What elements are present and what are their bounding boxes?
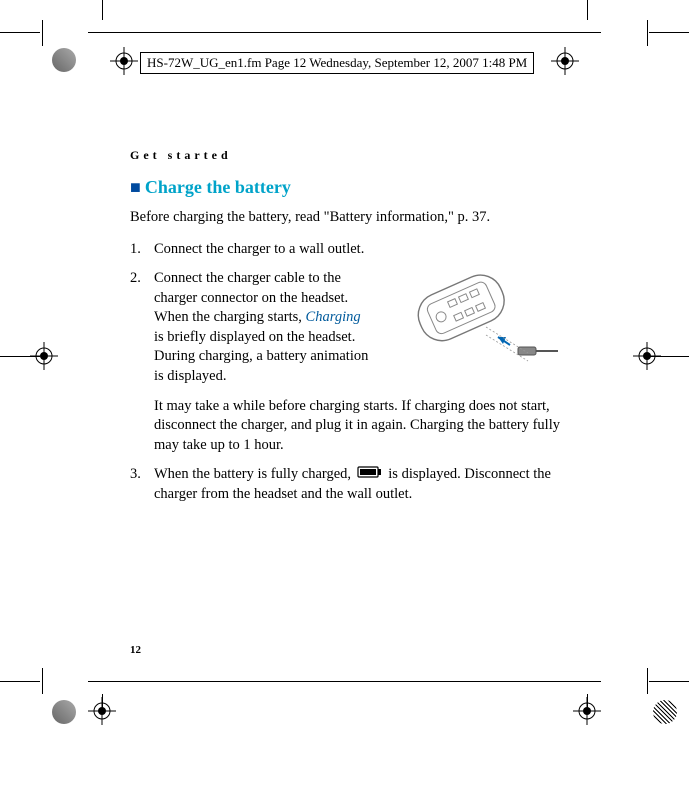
crop-line	[102, 0, 103, 20]
headset-charging-illustration	[380, 265, 560, 375]
page: HS-72W_UG_en1.fm Page 12 Wednesday, Sept…	[0, 0, 689, 808]
corner-circle-solid	[52, 48, 76, 72]
heading-title: Charge the battery	[145, 177, 291, 197]
step-1: 1. Connect the charger to a wall outlet.	[130, 240, 560, 260]
crop-line	[88, 681, 601, 682]
registration-mark	[633, 342, 661, 370]
registration-mark	[88, 697, 116, 725]
battery-full-icon	[357, 465, 383, 485]
charging-label: Charging	[306, 309, 361, 325]
content-area: Get started ■Charge the battery Before c…	[130, 148, 560, 514]
text-fragment: When the battery is fully charged,	[154, 466, 355, 482]
crop-line	[88, 32, 601, 33]
crop-line	[0, 681, 40, 682]
intro-paragraph: Before charging the battery, read "Batte…	[130, 208, 560, 228]
step-number: 2.	[130, 269, 154, 455]
text-fragment: is briefly displayed on the headset. Dur…	[154, 329, 368, 384]
heading-bullet-icon: ■	[130, 177, 141, 197]
crop-line	[647, 20, 648, 46]
crop-line	[649, 32, 689, 33]
crop-line	[649, 681, 689, 682]
corner-circle-solid	[52, 700, 76, 724]
header-text: HS-72W_UG_en1.fm Page 12 Wednesday, Sept…	[147, 55, 527, 70]
step-number: 3.	[130, 465, 154, 504]
corner-circle-hatched	[653, 700, 677, 724]
step-text: Connect the charger to a wall outlet.	[154, 240, 560, 260]
step-sub-paragraph: It may take a while before charging star…	[154, 397, 560, 456]
framemaker-header: HS-72W_UG_en1.fm Page 12 Wednesday, Sept…	[140, 52, 534, 74]
step-text: When the battery is fully charged, is di…	[154, 465, 560, 504]
page-number: 12	[130, 644, 141, 656]
registration-mark	[551, 47, 579, 75]
registration-mark	[30, 342, 58, 370]
step-body: Connect the charger cable to the charger…	[154, 269, 560, 455]
breadcrumb: Get started	[130, 148, 560, 163]
crop-line	[0, 32, 40, 33]
step-number: 1.	[130, 240, 154, 260]
registration-mark	[110, 47, 138, 75]
step-text: Connect the charger cable to the charger…	[154, 269, 380, 386]
crop-line	[42, 668, 43, 694]
section-heading: ■Charge the battery	[130, 177, 560, 198]
crop-line	[647, 668, 648, 694]
step-3: 3. When the battery is fully charged, is…	[130, 465, 560, 504]
step-2: 2. Connect the charger cable to the char…	[130, 269, 560, 455]
registration-mark	[573, 697, 601, 725]
crop-line	[587, 0, 588, 20]
crop-line	[42, 20, 43, 46]
